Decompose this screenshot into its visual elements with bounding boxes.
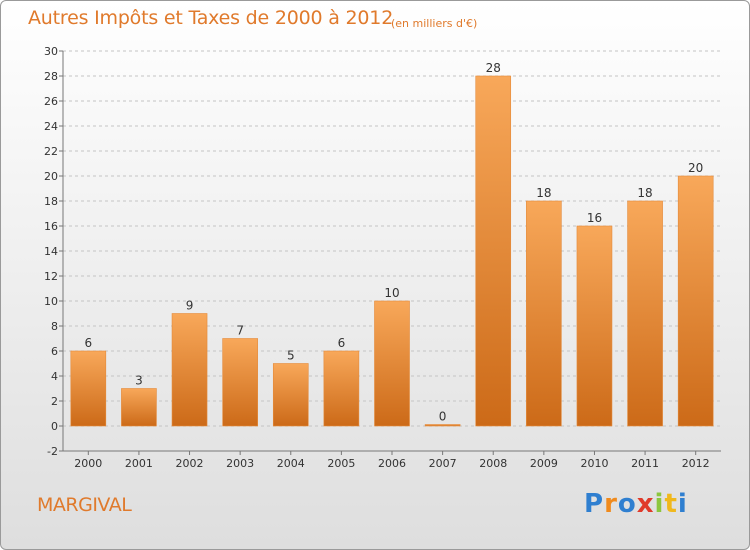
bar-2012[interactable] (677, 175, 714, 427)
y-tick-label: 4 (51, 370, 58, 383)
bar-2010[interactable] (576, 225, 613, 427)
bar-2001[interactable] (121, 388, 157, 427)
x-tick-label: 2000 (74, 457, 102, 470)
y-tick-label: 30 (44, 45, 58, 58)
data-labels: 6 3 9 7 5 6 10 0 28 18 16 18 20 (84, 61, 703, 424)
x-tick-label: 2012 (682, 457, 710, 470)
x-tick-label: 2004 (277, 457, 305, 470)
data-label-2006: 10 (384, 286, 399, 300)
proxiti-logo[interactable]: Proxiti (584, 489, 688, 519)
x-tick-label: 2006 (378, 457, 406, 470)
x-tick-label: 2011 (631, 457, 659, 470)
x-tick-label: 2003 (226, 457, 254, 470)
bar-2006[interactable] (374, 300, 410, 427)
data-label-2002: 9 (186, 299, 194, 313)
logo-letter: x (636, 489, 655, 519)
commune-name: MARGIVAL (37, 494, 132, 516)
bars (70, 75, 714, 427)
y-tick-label: 8 (51, 320, 58, 333)
x-tick-label: 2001 (125, 457, 153, 470)
bar-2002[interactable] (171, 313, 208, 427)
data-label-2008: 28 (486, 61, 501, 75)
y-tick-label: 10 (44, 295, 58, 308)
y-tick-label: 24 (44, 120, 58, 133)
data-label-2001: 3 (135, 374, 143, 388)
y-tick-label: 0 (51, 420, 58, 433)
logo-letter: P (584, 489, 605, 519)
logo-letter: t (664, 489, 678, 519)
x-axis: 2000 2001 2002 2003 2004 2005 2006 2007 2008 2009… (63, 450, 721, 470)
x-tick-label: 2007 (429, 457, 457, 470)
y-tick-label: 14 (44, 245, 58, 258)
data-label-2010: 16 (587, 211, 602, 225)
y-tick-label: 12 (44, 270, 58, 283)
logo-letter: i (677, 489, 688, 519)
bar-2000[interactable] (70, 350, 107, 427)
y-tick-label: 26 (44, 95, 58, 108)
data-label-2003: 7 (236, 324, 244, 338)
bar-2003[interactable] (222, 338, 258, 427)
data-label-2007: 0 (439, 410, 447, 424)
y-tick-label: 6 (51, 345, 58, 358)
y-tick-label: 16 (44, 220, 58, 233)
chart-title: Autres Impôts et Taxes de 2000 à 2012 (28, 7, 394, 29)
bar-2011[interactable] (627, 200, 663, 427)
x-tick-label: 2009 (530, 457, 558, 470)
logo-letter: r (604, 489, 618, 519)
y-tick-label: 2 (51, 395, 58, 408)
y-tick-label: 28 (44, 70, 58, 83)
bar-2008[interactable] (475, 75, 512, 427)
data-label-2000: 6 (84, 336, 92, 350)
logo-letter: i (654, 489, 665, 519)
bar-2005[interactable] (323, 350, 360, 427)
data-label-2009: 18 (536, 186, 551, 200)
y-tick-label: 18 (44, 195, 58, 208)
y-tick-label: 20 (44, 170, 58, 183)
y-tick-label: 22 (44, 145, 58, 158)
x-tick-label: 2002 (176, 457, 204, 470)
x-tick-label: 2005 (327, 457, 355, 470)
y-tick-label: -2 (47, 445, 58, 458)
data-label-2011: 18 (637, 186, 652, 200)
data-label-2005: 6 (338, 336, 346, 350)
x-tick-label: 2008 (479, 457, 507, 470)
logo-letter: o (617, 489, 637, 519)
data-label-2012: 20 (688, 161, 703, 175)
bar-2009[interactable] (526, 200, 562, 427)
chart-subtitle: (en milliers d'€) (391, 17, 478, 30)
bar-2004[interactable] (272, 363, 309, 427)
bar-2007[interactable] (424, 424, 461, 427)
x-tick-label: 2010 (580, 457, 608, 470)
data-label-2004: 5 (287, 349, 295, 363)
